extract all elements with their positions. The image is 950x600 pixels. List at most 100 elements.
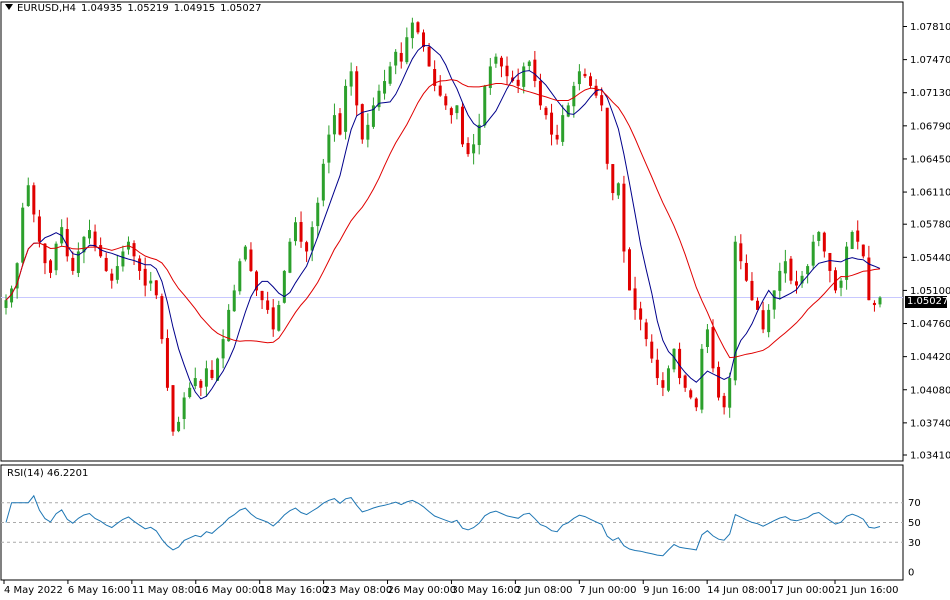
candle-body xyxy=(238,261,242,292)
candle-body xyxy=(550,112,554,135)
candle-body xyxy=(338,113,342,135)
candle-body xyxy=(383,81,387,94)
candle-body xyxy=(104,257,108,271)
candles xyxy=(4,17,882,436)
candle-body xyxy=(583,73,587,77)
candle-body xyxy=(266,300,270,310)
candle-body xyxy=(538,80,542,106)
candle-body xyxy=(360,104,364,140)
candle-body xyxy=(416,22,420,33)
candle-body xyxy=(182,397,186,420)
x-tick-label: 17 Jun 00:00 xyxy=(771,585,835,596)
candle-body xyxy=(472,144,476,154)
candle-body xyxy=(449,108,453,116)
rsi-tick-label: 50 xyxy=(908,518,921,529)
candle-body xyxy=(861,244,865,257)
candle-body xyxy=(76,251,80,273)
candle-body xyxy=(811,241,815,266)
candle-body xyxy=(210,369,214,379)
candle-body xyxy=(722,395,726,408)
candle-body xyxy=(249,249,253,271)
candle-body xyxy=(260,290,264,301)
y-tick-label: 1.07470 xyxy=(910,55,950,66)
candle-body xyxy=(817,231,821,241)
candle-body xyxy=(410,22,414,39)
candle-body xyxy=(733,241,737,381)
candle-body xyxy=(394,51,398,66)
low-value: 1.04915 xyxy=(173,3,216,14)
candle-body xyxy=(544,107,548,116)
candle-body xyxy=(115,266,119,280)
candle-body xyxy=(750,280,754,301)
candle-body xyxy=(761,310,765,330)
candle-body xyxy=(277,305,281,331)
candle-body xyxy=(856,230,860,242)
current-price-tag: 1.05027 xyxy=(905,296,949,308)
y-tick-label: 1.05100 xyxy=(910,286,950,297)
candle-body xyxy=(833,270,837,291)
candle-body xyxy=(32,185,36,215)
y-tick-label: 1.03410 xyxy=(910,451,950,462)
candle-body xyxy=(204,368,208,387)
candle-body xyxy=(483,85,487,126)
symbol-label: EURUSD,H4 xyxy=(17,3,77,14)
candle-body xyxy=(566,105,570,117)
dropdown-triangle-icon[interactable] xyxy=(5,4,13,10)
x-tick-label: 7 Jun 00:00 xyxy=(579,585,636,596)
y-tick-label: 1.05440 xyxy=(910,253,950,264)
candle-body xyxy=(54,243,58,271)
x-tick-label: 9 Jun 16:00 xyxy=(643,585,700,596)
candle-body xyxy=(711,327,715,369)
price-panel-frame xyxy=(0,1,904,462)
candle-body xyxy=(377,90,381,108)
candle-body xyxy=(845,246,849,280)
candle-body xyxy=(165,338,169,388)
candle-body xyxy=(149,280,153,284)
candle-body xyxy=(321,163,325,201)
candle-body xyxy=(705,329,709,347)
candle-body xyxy=(93,231,97,247)
candle-body xyxy=(422,32,426,47)
candle-body xyxy=(177,421,181,432)
candle-body xyxy=(466,142,470,155)
candle-body xyxy=(299,222,303,242)
candle-body xyxy=(160,296,164,340)
candle-body xyxy=(327,134,331,163)
candle-body xyxy=(371,105,375,127)
x-tick-label: 26 May 00:00 xyxy=(388,585,457,596)
x-tick-label: 30 May 16:00 xyxy=(451,585,520,596)
candle-body xyxy=(388,66,392,84)
candle-body xyxy=(627,249,631,291)
candle-body xyxy=(572,85,576,107)
candle-body xyxy=(672,348,676,370)
candle-body xyxy=(522,66,526,87)
candle-body xyxy=(37,216,41,242)
candle-body xyxy=(622,183,626,252)
candle-body xyxy=(82,236,86,253)
price-panel: 1.07810 1.07470 1.07130 1.06790 1.06450 1.061… xyxy=(0,1,950,462)
candle-body xyxy=(867,257,871,301)
candle-body xyxy=(332,115,336,135)
candle-body xyxy=(455,105,459,114)
candle-body xyxy=(516,79,520,86)
candle-body xyxy=(639,308,643,320)
candle-body xyxy=(110,273,114,281)
candle-body xyxy=(650,341,654,359)
candle-body xyxy=(288,241,292,273)
close-value: 1.05027 xyxy=(220,3,262,14)
candle-body xyxy=(310,227,314,251)
candle-body xyxy=(121,251,125,267)
candle-body xyxy=(271,307,275,330)
candle-body xyxy=(405,37,409,63)
candle-body xyxy=(460,106,464,145)
candle-body xyxy=(427,46,431,67)
candle-body xyxy=(488,66,492,89)
candle-body xyxy=(822,232,826,252)
candle-body xyxy=(689,390,693,398)
candle-body xyxy=(794,281,798,286)
candle-body xyxy=(600,95,604,106)
y-tick-label: 1.07810 xyxy=(910,22,950,33)
